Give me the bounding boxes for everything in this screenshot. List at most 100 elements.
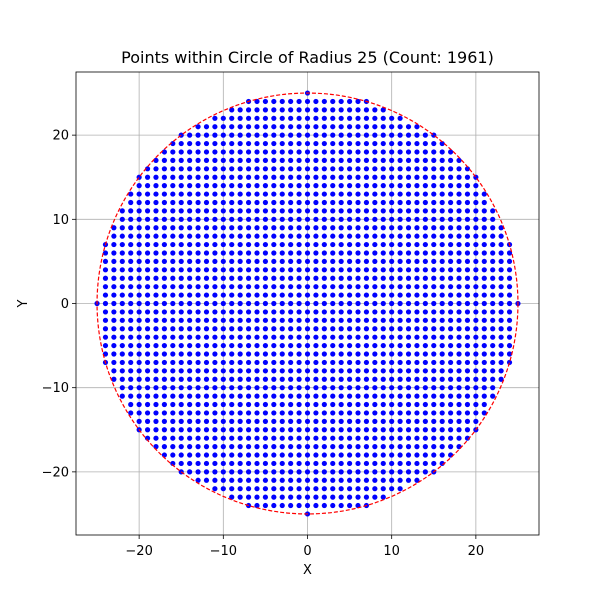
data-point — [288, 486, 294, 492]
data-point — [229, 258, 235, 265]
data-point — [405, 342, 412, 349]
data-point — [422, 401, 428, 408]
data-point — [229, 124, 235, 130]
data-point — [481, 334, 487, 340]
data-point — [187, 418, 193, 424]
data-point — [262, 292, 269, 298]
data-point — [203, 444, 210, 450]
data-point — [187, 351, 193, 357]
data-point — [346, 376, 353, 382]
data-point — [464, 359, 471, 366]
data-point — [229, 477, 235, 483]
data-point — [220, 267, 226, 273]
data-point — [212, 241, 218, 248]
data-point — [254, 486, 260, 492]
data-point — [170, 292, 176, 298]
data-point — [498, 258, 504, 265]
data-point — [111, 241, 117, 248]
data-point — [338, 385, 344, 391]
data-point — [363, 233, 370, 239]
data-point — [237, 326, 243, 332]
data-point — [330, 233, 336, 239]
data-point — [448, 183, 454, 189]
data-point — [330, 284, 336, 290]
data-point — [170, 427, 176, 433]
data-point — [128, 359, 134, 366]
data-point — [431, 427, 437, 433]
data-point — [414, 157, 420, 163]
data-point — [136, 401, 142, 408]
data-point — [271, 292, 277, 298]
data-point — [271, 199, 277, 206]
data-point — [473, 385, 479, 391]
data-point — [431, 334, 437, 340]
data-point — [338, 267, 344, 273]
data-point — [464, 208, 471, 214]
data-point — [448, 216, 454, 222]
data-point — [203, 326, 210, 332]
data-point — [153, 385, 159, 391]
data-point — [271, 326, 277, 332]
data-point — [313, 208, 319, 214]
data-point — [422, 174, 428, 180]
data-point — [313, 368, 319, 374]
data-point — [414, 124, 420, 130]
data-point — [271, 191, 277, 197]
data-point — [279, 275, 285, 281]
data-point — [380, 359, 386, 366]
data-point — [313, 376, 319, 382]
data-point — [220, 191, 226, 197]
data-point — [195, 401, 201, 408]
data-point — [119, 326, 125, 332]
data-point — [439, 342, 445, 349]
data-point — [313, 149, 319, 155]
data-point — [288, 309, 294, 315]
data-point — [321, 393, 327, 399]
data-point — [431, 410, 437, 416]
data-point — [271, 351, 277, 357]
data-point — [431, 275, 437, 281]
data-point — [380, 208, 386, 214]
data-point — [456, 410, 462, 416]
data-point — [187, 326, 193, 332]
data-point — [237, 233, 243, 239]
data-point — [338, 208, 344, 214]
data-point — [187, 275, 193, 281]
data-point — [321, 98, 327, 105]
data-point — [212, 359, 218, 366]
data-point — [178, 418, 184, 424]
data-point — [161, 225, 167, 231]
data-point — [372, 309, 378, 315]
data-point — [422, 435, 428, 441]
data-point — [229, 284, 235, 290]
data-point — [262, 132, 269, 138]
data-point — [321, 292, 327, 298]
data-point — [279, 98, 285, 105]
data-point — [321, 427, 327, 433]
data-point — [304, 275, 311, 281]
data-point — [481, 208, 487, 214]
data-point — [481, 385, 487, 391]
data-point — [187, 174, 193, 180]
data-point — [187, 342, 193, 349]
data-point — [397, 284, 403, 290]
data-point — [389, 309, 395, 315]
data-point — [380, 334, 386, 340]
data-point — [380, 435, 386, 441]
data-point — [136, 385, 142, 391]
data-point — [128, 376, 134, 382]
data-point — [220, 460, 226, 467]
data-point — [464, 183, 471, 189]
data-point — [422, 275, 428, 281]
data-point — [237, 309, 243, 315]
data-point — [439, 418, 445, 424]
data-point — [380, 317, 386, 323]
data-point — [439, 157, 445, 163]
data-point — [220, 258, 226, 265]
data-point — [119, 376, 125, 382]
data-point — [136, 342, 142, 349]
data-point — [136, 284, 142, 290]
data-point — [431, 250, 437, 256]
data-point — [405, 284, 412, 290]
